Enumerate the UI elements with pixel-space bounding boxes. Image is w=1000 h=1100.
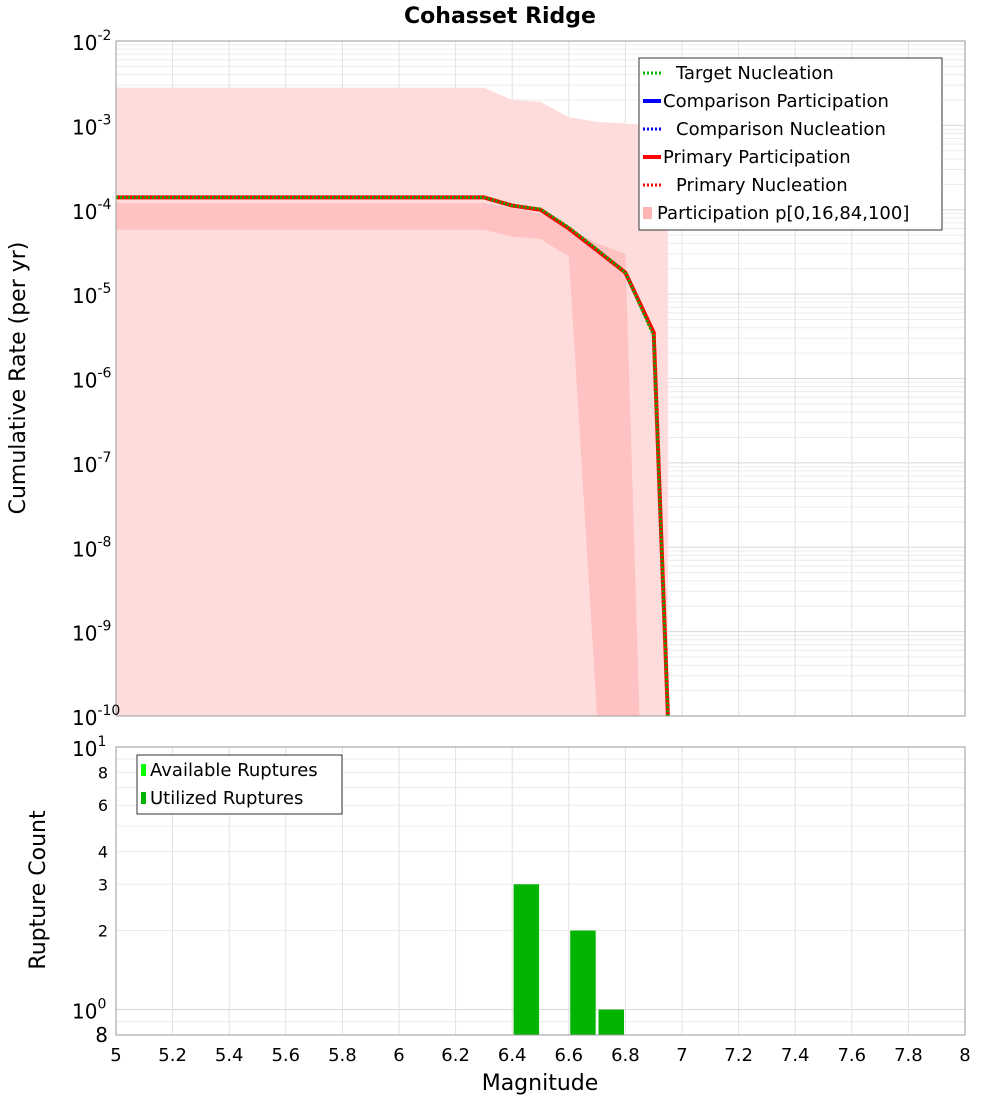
tick-base: 10 [72, 622, 97, 646]
x-tick-label: 5.4 [215, 1045, 244, 1066]
x-tick-label: 6.2 [441, 1045, 470, 1066]
legend-label: Comparison Nucleation [676, 119, 886, 140]
tick-base: 10 [72, 115, 97, 139]
bottom-y-tick-label: 3 [98, 875, 108, 894]
x-tick-label: 8 [959, 1045, 970, 1066]
x-tick-label: 7 [676, 1045, 687, 1066]
tick-exponent: 1 [97, 734, 106, 750]
x-tick-label: 7.8 [894, 1045, 923, 1066]
tick-exponent: -9 [97, 619, 111, 635]
x-tick-label: 5.2 [158, 1045, 187, 1066]
top-y-tick-label: 10-6 [72, 366, 112, 393]
tick-base: 10 [72, 706, 97, 730]
tick-base: 10 [72, 537, 97, 561]
rate-plot: 10-1010-910-810-710-610-510-410-310-2Tar… [72, 28, 966, 730]
tick-exponent: -3 [97, 112, 111, 128]
utilized-ruptures-bar [513, 884, 540, 1035]
legend-swatch [141, 792, 146, 804]
utilized-ruptures-bar [598, 1009, 624, 1035]
top-y-tick-label: 10-5 [72, 281, 111, 308]
top-y-axis-label: Cumulative Rate (per yr) [6, 242, 31, 515]
legend-label: Primary Nucleation [676, 175, 848, 196]
tick-exponent: -7 [97, 450, 111, 466]
tick-exponent: -6 [97, 366, 111, 382]
chart-title: Cohasset Ridge [404, 4, 596, 29]
tick-exponent: -4 [97, 197, 111, 213]
bottom-y-axis-label: Rupture Count [26, 810, 51, 970]
tick-base: 10 [72, 453, 97, 477]
bottom-y-tick-label: 8 [98, 763, 108, 782]
x-tick-label: 7.2 [724, 1045, 753, 1066]
legend-label: Target Nucleation [675, 63, 834, 84]
top-y-tick-label: 10-10 [72, 703, 120, 730]
x-axis-label: Magnitude [482, 1071, 599, 1096]
top-y-tick-label: 10-4 [72, 197, 112, 224]
x-tick-label: 6 [393, 1045, 404, 1066]
tick-exponent: -10 [97, 703, 120, 719]
x-tick-label: 7.6 [837, 1045, 866, 1066]
tick-exponent: -5 [97, 281, 111, 297]
legend-label: Comparison Participation [663, 91, 889, 112]
bottom-y-tick-label: 8 [95, 1023, 108, 1047]
legend-label: Utilized Ruptures [150, 788, 303, 809]
x-tick-label: 6.6 [554, 1045, 583, 1066]
top-y-tick-label: 10-9 [72, 619, 111, 646]
x-tick-label: 7.4 [781, 1045, 810, 1066]
legend-swatch [141, 764, 146, 776]
top-y-tick-label: 10-2 [72, 28, 111, 55]
top-legend-box [638, 57, 943, 231]
legend-label: Participation p[0,16,84,100] [657, 203, 909, 224]
tick-exponent: 0 [97, 997, 106, 1013]
bottom-y-tick-label: 2 [98, 922, 108, 941]
x-tick-label: 6.8 [611, 1045, 640, 1066]
legend-swatch-band [643, 207, 652, 219]
utilized-ruptures-bar [570, 930, 596, 1035]
top-y-tick-label: 10-7 [72, 450, 111, 477]
x-tick-label: 5 [110, 1045, 121, 1066]
participation-band-inner [116, 203, 640, 717]
x-tick-label: 5.8 [328, 1045, 357, 1066]
x-tick-label: 5.6 [271, 1045, 300, 1066]
tick-base: 10 [72, 369, 97, 393]
bottom-y-tick-label: 6 [98, 796, 108, 815]
legend-label: Available Ruptures [150, 760, 318, 781]
top-y-tick-label: 10-3 [72, 112, 111, 139]
top-plot-border [115, 40, 966, 717]
bottom-y-tick-label: 4 [98, 842, 108, 861]
tick-base: 10 [72, 284, 97, 308]
legend-label: Primary Participation [663, 147, 851, 168]
x-tick-label: 6.4 [498, 1045, 527, 1066]
bottom-legend-box [136, 754, 343, 815]
tick-exponent: -8 [97, 534, 111, 550]
tick-base: 10 [72, 31, 97, 55]
tick-exponent: -2 [97, 28, 111, 44]
tick-base: 10 [72, 1000, 97, 1024]
bottom-y-decade-label: 100 [72, 997, 106, 1024]
target-nucleation-line [116, 195, 670, 717]
top-y-tick-label: 10-8 [72, 534, 111, 561]
bottom-plot-border [115, 746, 966, 1036]
tick-base: 10 [72, 737, 97, 761]
bottom-y-decade-label: 101 [72, 734, 106, 761]
tick-base: 10 [72, 200, 97, 224]
participation-band-outer [116, 87, 668, 717]
